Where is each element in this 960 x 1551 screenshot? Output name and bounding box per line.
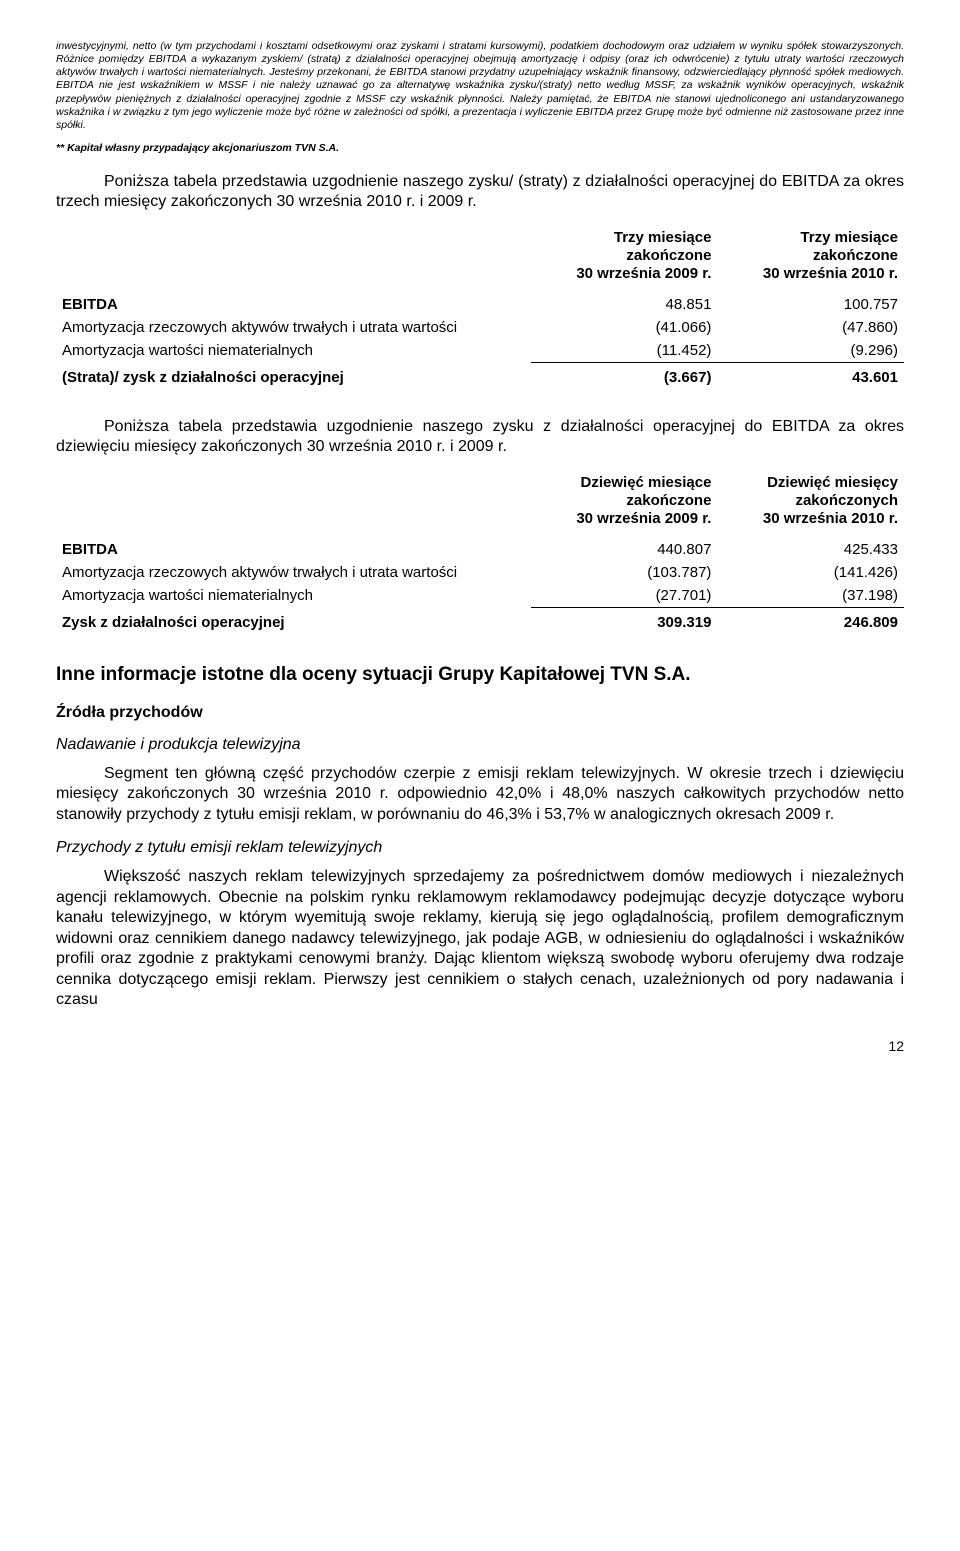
table-row: Amortyzacja rzeczowych aktywów trwałych … [56,561,904,584]
page-number: 12 [56,1038,904,1054]
col-header-2010-9m: Dziewięć miesięcy zakończonych 30 wrześn… [717,472,904,530]
para-broadcasting: Segment ten główną część przychodów czer… [56,764,904,825]
col-header-2009-9m: Dziewięć miesiące zakończone 30 września… [531,472,718,530]
table-row: Amortyzacja wartości niematerialnych (11… [56,339,904,363]
table-row-total: Zysk z działalności operacyjnej 309.319 … [56,607,904,634]
para-ad-revenue: Większość naszych reklam telewizyjnych s… [56,867,904,1010]
subheading-revenue-sources: Źródła przychodów [56,704,904,722]
col-header-2009-3m: Trzy miesiące zakończone 30 września 200… [531,227,718,285]
table-row: EBITDA 48.851 100.757 [56,293,904,316]
ebitda-reconciliation-table-9m: Dziewięć miesiące zakończone 30 września… [56,472,904,634]
table-row-total: (Strata)/ zysk z działalności operacyjne… [56,362,904,389]
table-row: EBITDA 440.807 425.433 [56,538,904,561]
table-row: Amortyzacja rzeczowych aktywów trwałych … [56,316,904,339]
ebitda-reconciliation-table-3m: Trzy miesiące zakończone 30 września 200… [56,227,904,389]
section-heading: Inne informacje istotne dla oceny sytuac… [56,664,904,686]
table-row: Amortyzacja wartości niematerialnych (27… [56,584,904,608]
subheading-ad-revenue: Przychody z tytułu emisji reklam telewiz… [56,839,904,857]
col-header-2010-3m: Trzy miesiące zakończone 30 września 201… [717,227,904,285]
intro-para-1: Poniższa tabela przedstawia uzgodnienie … [56,172,904,213]
subheading-broadcasting: Nadawanie i produkcja telewizyjna [56,736,904,754]
footnote-equity: ** Kapitał własny przypadający akcjonari… [56,142,904,154]
intro-para-2: Poniższa tabela przedstawia uzgodnienie … [56,417,904,458]
footnote-ebitda: inwestycyjnymi, netto (w tym przychodami… [56,40,904,132]
